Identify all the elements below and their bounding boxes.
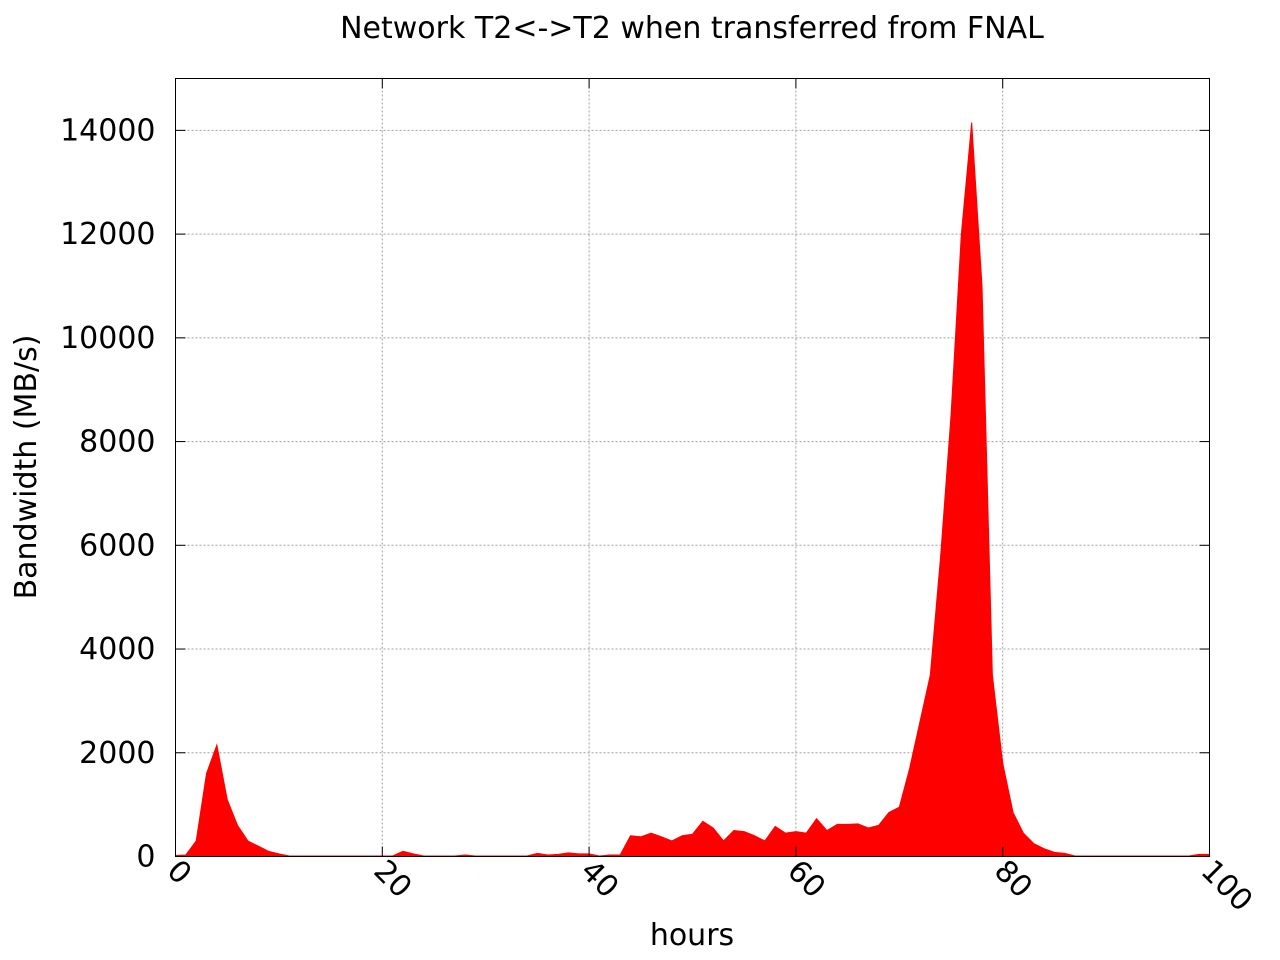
y-tick-label: 0 bbox=[136, 840, 155, 875]
x-tick-labels: 0 20 40 60 80 100 bbox=[160, 853, 1259, 918]
y-tick-labels: 0 2000 4000 6000 8000 10000 12000 14000 bbox=[60, 113, 155, 874]
y-tick-label: 14000 bbox=[60, 113, 155, 148]
tick-layer bbox=[175, 78, 1210, 857]
y-axis-label: Bandwidth (MB/s) bbox=[9, 335, 44, 600]
x-tick-label: 100 bbox=[1194, 853, 1259, 918]
x-tick-label: 80 bbox=[987, 853, 1039, 905]
y-tick-label: 10000 bbox=[60, 321, 155, 356]
y-tick-label: 8000 bbox=[79, 425, 155, 460]
bandwidth-area bbox=[175, 122, 1210, 857]
plot-frame bbox=[175, 78, 1210, 857]
x-tick-label: 60 bbox=[780, 853, 832, 905]
x-tick-label: 20 bbox=[367, 853, 419, 905]
chart-title: Network T2<->T2 when transferred from FN… bbox=[340, 11, 1044, 46]
y-tick-label: 2000 bbox=[79, 736, 155, 771]
y-tick-label: 6000 bbox=[79, 528, 155, 563]
y-tick-label: 12000 bbox=[60, 217, 155, 252]
x-axis-label: hours bbox=[650, 918, 734, 953]
y-tick-label: 4000 bbox=[79, 632, 155, 667]
x-tick-label: 0 bbox=[160, 853, 198, 891]
x-tick-label: 40 bbox=[573, 853, 625, 905]
grid-layer bbox=[175, 78, 1210, 857]
